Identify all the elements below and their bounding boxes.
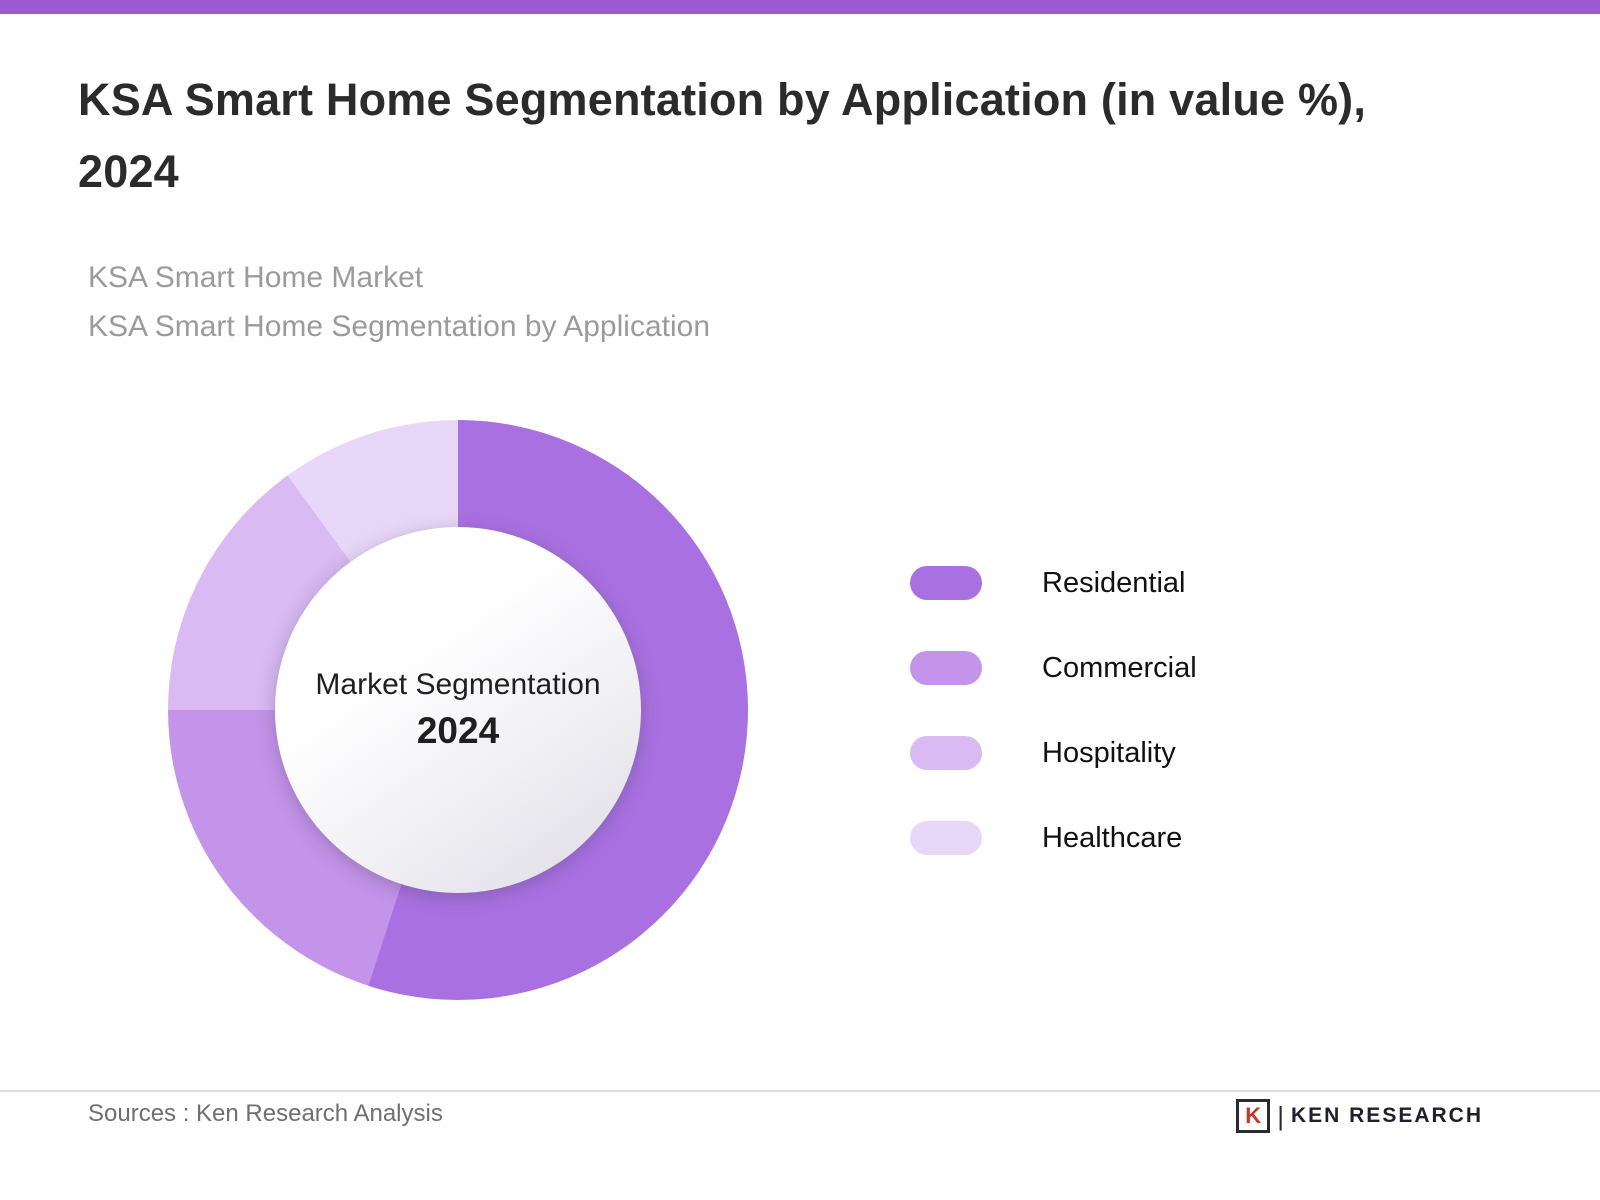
donut-center-year: 2024 xyxy=(416,710,500,751)
sources-text: Sources : Ken Research Analysis xyxy=(88,1100,443,1127)
subtitle-line-1: KSA Smart Home Market xyxy=(88,261,424,294)
accent-topbar xyxy=(0,0,1600,14)
donut-center-label: Market Segmentation xyxy=(315,668,601,701)
legend-item-hospitality: Hospitality xyxy=(910,736,1197,770)
legend-item-healthcare: Healthcare xyxy=(910,821,1197,855)
donut-chart: Market Segmentation 2024 xyxy=(168,420,748,1000)
legend-label: Residential xyxy=(1042,566,1186,599)
ken-research-logo-text: KEN RESEARCH xyxy=(1290,1104,1483,1127)
legend-label: Healthcare xyxy=(1042,821,1183,854)
subtitle-block: KSA Smart Home Market KSA Smart Home Seg… xyxy=(88,254,710,351)
footer-divider xyxy=(0,1090,1600,1092)
ken-research-logo-mark: K xyxy=(1236,1099,1271,1133)
legend-item-residential: Residential xyxy=(910,566,1197,600)
legend-swatch xyxy=(910,651,982,685)
ken-research-logo: K | KEN RESEARCH xyxy=(1236,1097,1483,1135)
legend-swatch xyxy=(910,566,982,600)
legend-label: Commercial xyxy=(1042,651,1197,684)
chart-legend: Residential Commercial Hospitality Healt… xyxy=(910,566,1197,855)
subtitle-line-2: KSA Smart Home Segmentation by Applicati… xyxy=(88,309,711,343)
legend-label: Hospitality xyxy=(1042,736,1176,769)
legend-item-commercial: Commercial xyxy=(910,651,1197,685)
legend-swatch xyxy=(910,821,982,855)
donut-center: Market Segmentation 2024 xyxy=(275,527,641,893)
legend-swatch xyxy=(910,736,982,770)
page-title: KSA Smart Home Segmentation by Applicati… xyxy=(78,74,1367,197)
logo-separator: | xyxy=(1277,1100,1284,1131)
